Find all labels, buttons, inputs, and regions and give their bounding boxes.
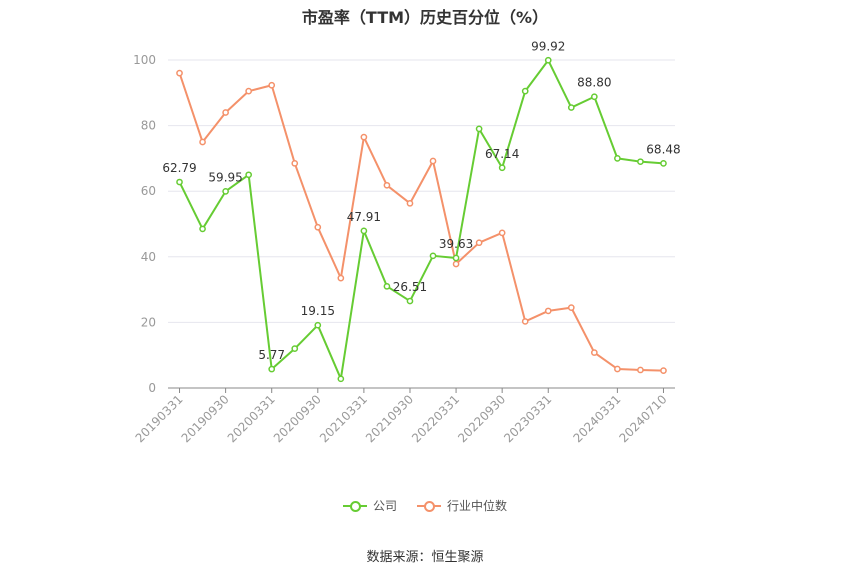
data-label-company: 47.91 <box>347 210 381 224</box>
data-point-company <box>176 178 183 186</box>
data-point-company <box>268 365 276 373</box>
legend-label-industry-median: 行业中位数 <box>447 499 508 513</box>
data-point-industry-median <box>498 229 506 237</box>
data-point-company <box>245 171 253 179</box>
series-line-industry-median <box>178 72 664 372</box>
x-tick-label: 20190930 <box>179 392 232 445</box>
data-point-company <box>429 252 437 260</box>
data-point-company <box>521 87 529 95</box>
y-tick-label: 40 <box>141 250 156 264</box>
y-tick-label: 80 <box>141 119 156 133</box>
y-tick-label: 20 <box>141 315 156 329</box>
data-point-company <box>475 125 483 133</box>
series-line-company <box>178 59 664 380</box>
data-point-industry-median <box>360 133 368 141</box>
data-point-industry-median <box>475 239 483 247</box>
data-point-company <box>544 56 552 64</box>
data-point-company <box>590 93 598 101</box>
y-tick-label: 100 <box>133 53 156 67</box>
data-label-company: 5.77 <box>258 348 285 362</box>
data-point-company <box>314 321 322 329</box>
data-point-industry-median <box>637 366 644 374</box>
x-tick-label: 20200331 <box>225 392 278 445</box>
data-point-industry-median <box>222 109 229 116</box>
data-point-industry-median <box>291 159 299 167</box>
data-point-industry-median <box>590 349 598 356</box>
data-point-industry-median <box>337 274 345 282</box>
data-point-company <box>222 188 229 195</box>
x-tick-label: 20210331 <box>317 392 370 445</box>
data-point-company <box>567 104 575 111</box>
data-point-company <box>337 375 345 383</box>
data-point-industry-median <box>544 307 552 315</box>
legend-item-industry-median[interactable]: 行业中位数 <box>417 497 507 514</box>
x-tick-label: 20190331 <box>133 392 186 445</box>
data-point-industry-median <box>452 260 460 268</box>
data-label-company: 62.79 <box>162 161 196 175</box>
data-label-company: 68.48 <box>646 142 680 156</box>
legend-label-company: 公司 <box>372 499 397 513</box>
data-point-company <box>406 297 414 305</box>
x-tick-label: 20240710 <box>617 392 670 445</box>
data-label-company: 88.80 <box>577 76 611 90</box>
data-source-note: 数据来源：恒生聚源 <box>366 550 484 565</box>
data-point-company <box>360 227 368 235</box>
data-point-industry-median <box>383 181 391 189</box>
data-point-company <box>614 155 621 162</box>
legend-swatch-industry-icon <box>417 499 441 513</box>
x-tick-label: 20200930 <box>271 392 324 445</box>
data-point-industry-median <box>521 318 529 325</box>
x-tick-label: 20210930 <box>363 392 416 445</box>
data-label-company: 39.63 <box>439 237 473 251</box>
data-label-company: 19.15 <box>301 304 335 318</box>
x-tick-label: 20220331 <box>409 392 462 445</box>
data-point-industry-median <box>199 138 206 146</box>
legend-swatch-company-icon <box>342 499 367 513</box>
data-point-industry-median <box>314 223 322 231</box>
data-point-company <box>637 158 644 166</box>
data-point-industry-median <box>429 157 437 165</box>
data-point-company <box>199 225 206 233</box>
legend: 公司 行业中位数 <box>0 497 850 514</box>
data-point-industry-median <box>567 304 575 311</box>
chart-title: 市盈率（TTM）历史百分位（%） <box>301 8 549 27</box>
data-point-company <box>660 160 667 167</box>
data-point-industry-median <box>176 69 183 77</box>
data-point-industry-median <box>245 87 253 95</box>
y-tick-label: 0 <box>148 381 156 395</box>
data-point-company <box>452 254 460 262</box>
x-tick-label: 20230331 <box>501 392 554 445</box>
data-point-industry-median <box>660 367 667 374</box>
data-point-company <box>383 282 391 290</box>
data-point-company <box>498 164 506 172</box>
x-tick-label: 20220930 <box>455 392 508 445</box>
data-label-company: 67.14 <box>485 147 519 161</box>
data-point-industry-median <box>614 365 621 373</box>
data-label-company: 59.95 <box>208 170 242 184</box>
data-label-company: 26.51 <box>393 280 427 294</box>
data-point-company <box>291 345 299 352</box>
data-label-company: 99.92 <box>531 39 565 53</box>
legend-item-company[interactable]: 公司 <box>342 497 397 514</box>
y-tick-label: 60 <box>141 184 156 198</box>
data-point-industry-median <box>406 199 414 207</box>
x-tick-label: 20240331 <box>570 392 623 445</box>
data-point-industry-median <box>268 81 276 89</box>
